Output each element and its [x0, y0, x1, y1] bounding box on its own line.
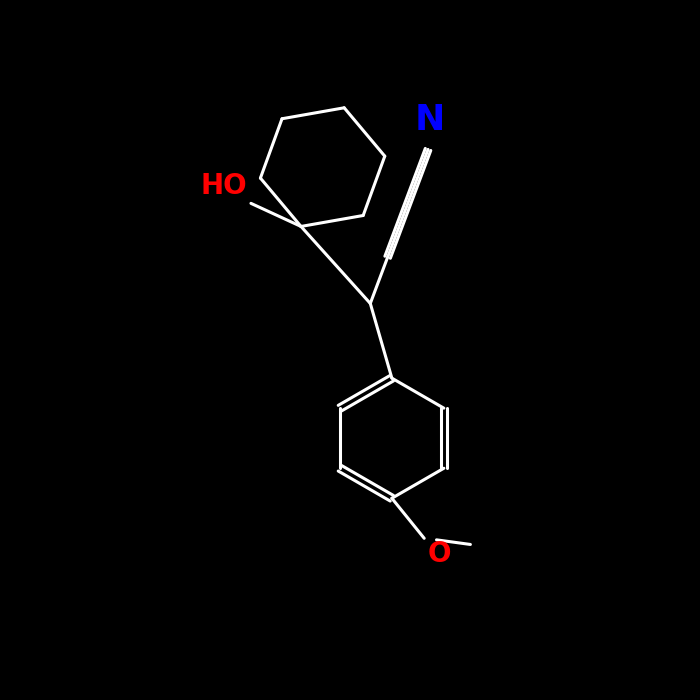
Text: HO: HO [200, 172, 247, 200]
Text: O: O [427, 540, 451, 568]
Text: N: N [414, 103, 444, 137]
